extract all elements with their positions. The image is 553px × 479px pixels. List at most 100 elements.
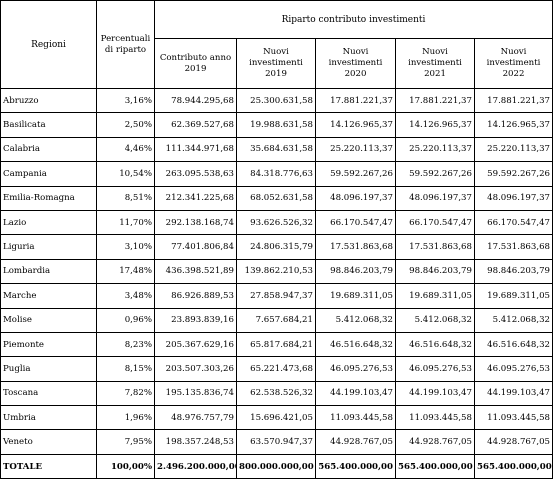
contributo-2019-cell: 203.507.303,26 <box>154 356 237 382</box>
nuovi-2019-cell: 25.300.631,58 <box>236 87 316 114</box>
contributo-2019-cell: 77.401.806,84 <box>154 234 237 260</box>
pct-cell: 17,48% <box>96 258 155 285</box>
pct-cell: 4,46% <box>96 136 155 163</box>
nuovi-2019-cell: 7.657.684,21 <box>236 307 316 333</box>
pct-cell: 8,15% <box>96 356 155 382</box>
pct-cell: 7,95% <box>96 429 155 455</box>
contributo-2019-cell: 195.135.836,74 <box>154 380 237 407</box>
nuovi-2020-cell: 46.095.276,53 <box>315 356 396 382</box>
table-row: Lombardia 17,48% 436.398.521,89 139.862.210… <box>0 258 553 285</box>
table-row: Marche 3,48% 86.926.889,53 27.858.947,37 19.… <box>0 283 553 309</box>
nuovi-2021-cell: 44.928.767,05 <box>395 429 475 455</box>
nuovi-2022-cell: 11.093.445,58 <box>473 405 553 431</box>
contributo-2019-cell: 205.367.629,16 <box>154 331 237 358</box>
nuovi-2021-cell: 11.093.445,58 <box>395 405 475 431</box>
table-row: Liguria 3,10% 77.401.806,84 24.806.315,79 17… <box>0 234 553 260</box>
nuovi-2020-cell: 17.881.221,37 <box>315 87 396 114</box>
nuovi-2021-cell: 17.881.221,37 <box>395 87 475 114</box>
nuovi-2022-cell: 25.220.113,37 <box>473 136 553 163</box>
nuovi-2020-cell: 14.126.965,37 <box>315 112 396 138</box>
nuovi-2021-cell: 48.096.197,37 <box>395 185 475 211</box>
header-riparto-group: Riparto contributo investimenti <box>153 0 553 39</box>
nuovi-2020-cell: 46.516.648,32 <box>315 331 396 358</box>
contributo-2019-cell: 198.357.248,53 <box>154 429 237 455</box>
nuovi-2021-cell: 66.170.547,47 <box>395 209 475 236</box>
nuovi-2019-cell: 84.318.776,63 <box>236 161 316 187</box>
nuovi-2022-cell: 46.516.648,32 <box>473 331 553 358</box>
total-nuovi-2020-cell: 565.400.000,00 <box>315 453 396 479</box>
table-row: Abruzzo 3,16% 78.944.295,68 25.300.631,58 17… <box>0 87 553 114</box>
nuovi-2021-cell: 5.412.068,32 <box>395 307 475 333</box>
region-name: Toscana <box>0 380 97 407</box>
pct-cell: 8,23% <box>96 331 155 358</box>
region-name: Marche <box>0 283 97 309</box>
region-name: Campania <box>0 161 97 187</box>
contributo-2019-cell: 78.944.295,68 <box>154 87 237 114</box>
table-row: Piemonte 8,23% 205.367.629,16 65.817.684,21… <box>0 331 553 358</box>
total-row: TOTALE 100,00% 2.496.200.000,00 800.000.000… <box>0 453 553 479</box>
contributo-2019-cell: 263.095.538,63 <box>154 161 237 187</box>
nuovi-2021-cell: 46.095.276,53 <box>395 356 475 382</box>
nuovi-2020-cell: 11.093.445,58 <box>315 405 396 431</box>
nuovi-2020-cell: 98.846.203,79 <box>315 258 396 285</box>
region-name: Molise <box>0 307 97 333</box>
pct-cell: 11,70% <box>96 209 155 236</box>
total-pct-cell: 100,00% <box>96 453 155 479</box>
nuovi-2019-cell: 15.696.421,05 <box>236 405 316 431</box>
nuovi-2019-cell: 62.538.526,32 <box>236 380 316 407</box>
nuovi-2022-cell: 59.592.267,26 <box>473 161 553 187</box>
contributo-2019-cell: 212.341.225,68 <box>154 185 237 211</box>
pct-cell: 3,10% <box>96 234 155 260</box>
nuovi-2020-cell: 66.170.547,47 <box>315 209 396 236</box>
header-contributo-2019: Contributo anno 2019 <box>154 38 237 89</box>
nuovi-2022-cell: 98.846.203,79 <box>473 258 553 285</box>
nuovi-2021-cell: 14.126.965,37 <box>395 112 475 138</box>
nuovi-2019-cell: 63.570.947,37 <box>236 429 316 455</box>
nuovi-2019-cell: 65.817.684,21 <box>236 331 316 358</box>
header-regioni: Regioni <box>0 0 97 89</box>
pct-cell: 8,51% <box>96 185 155 211</box>
nuovi-2022-cell: 46.095.276,53 <box>473 356 553 382</box>
table-row: Emilia-Romagna 8,51% 212.341.225,68 68.052.… <box>0 185 553 211</box>
header-percentuali: Percentuali di riparto <box>96 0 155 89</box>
nuovi-2022-cell: 5.412.068,32 <box>473 307 553 333</box>
header-nuovi-2022: Nuovi investimenti 2022 <box>473 38 553 89</box>
contributo-2019-cell: 48.976.757,79 <box>154 405 237 431</box>
table-row: Basilicata 2,50% 62.369.527,68 19.988.631,5… <box>0 112 553 138</box>
nuovi-2022-cell: 17.881.221,37 <box>473 87 553 114</box>
region-name: Calabria <box>0 136 97 163</box>
nuovi-2020-cell: 17.531.863,68 <box>315 234 396 260</box>
table-row: Umbria 1,96% 48.976.757,79 15.696.421,05 11.… <box>0 405 553 431</box>
pct-cell: 1,96% <box>96 405 155 431</box>
contributo-2019-cell: 62.369.527,68 <box>154 112 237 138</box>
nuovi-2021-cell: 25.220.113,37 <box>395 136 475 163</box>
region-name: Abruzzo <box>0 87 97 114</box>
nuovi-2020-cell: 25.220.113,37 <box>315 136 396 163</box>
contributo-2019-cell: 86.926.889,53 <box>154 283 237 309</box>
nuovi-2022-cell: 66.170.547,47 <box>473 209 553 236</box>
header-nuovi-2021: Nuovi investimenti 2021 <box>395 38 475 89</box>
nuovi-2021-cell: 98.846.203,79 <box>395 258 475 285</box>
nuovi-2021-cell: 44.199.103,47 <box>395 380 475 407</box>
nuovi-2021-cell: 46.516.648,32 <box>395 331 475 358</box>
table-row: Campania 10,54% 263.095.538,63 84.318.776,6… <box>0 161 553 187</box>
nuovi-2022-cell: 44.928.767,05 <box>473 429 553 455</box>
nuovi-2022-cell: 17.531.863,68 <box>473 234 553 260</box>
nuovi-2019-cell: 24.806.315,79 <box>236 234 316 260</box>
region-name: Liguria <box>0 234 97 260</box>
nuovi-2020-cell: 19.689.311,05 <box>315 283 396 309</box>
nuovi-2019-cell: 65.221.473,68 <box>236 356 316 382</box>
nuovi-2021-cell: 17.531.863,68 <box>395 234 475 260</box>
nuovi-2022-cell: 48.096.197,37 <box>473 185 553 211</box>
table-body: Abruzzo 3,16% 78.944.295,68 25.300.631,58 17… <box>0 87 553 479</box>
pct-cell: 3,48% <box>96 283 155 309</box>
nuovi-2022-cell: 19.689.311,05 <box>473 283 553 309</box>
total-nuovi-2019-cell: 800.000.000,00 <box>236 453 316 479</box>
table-row: Toscana 7,82% 195.135.836,74 62.538.526,32 4… <box>0 380 553 407</box>
total-label: TOTALE <box>0 453 97 479</box>
table-row: Puglia 8,15% 203.507.303,26 65.221.473,68 46… <box>0 356 553 382</box>
region-name: Veneto <box>0 429 97 455</box>
contributo-2019-cell: 292.138.168,74 <box>154 209 237 236</box>
region-name: Emilia-Romagna <box>0 185 97 211</box>
